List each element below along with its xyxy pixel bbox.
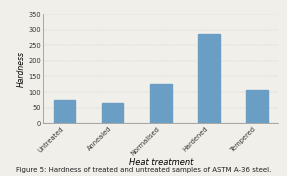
Bar	[150, 84, 172, 123]
Bar	[246, 90, 268, 123]
Bar	[198, 34, 220, 123]
X-axis label: Heat treatment: Heat treatment	[129, 158, 193, 167]
Text: Figure 5: Hardness of treated and untreated samples of ASTM A-36 steel.: Figure 5: Hardness of treated and untrea…	[16, 168, 271, 174]
Bar	[102, 103, 123, 123]
Y-axis label: Hardness: Hardness	[16, 51, 26, 87]
Bar	[54, 100, 75, 123]
